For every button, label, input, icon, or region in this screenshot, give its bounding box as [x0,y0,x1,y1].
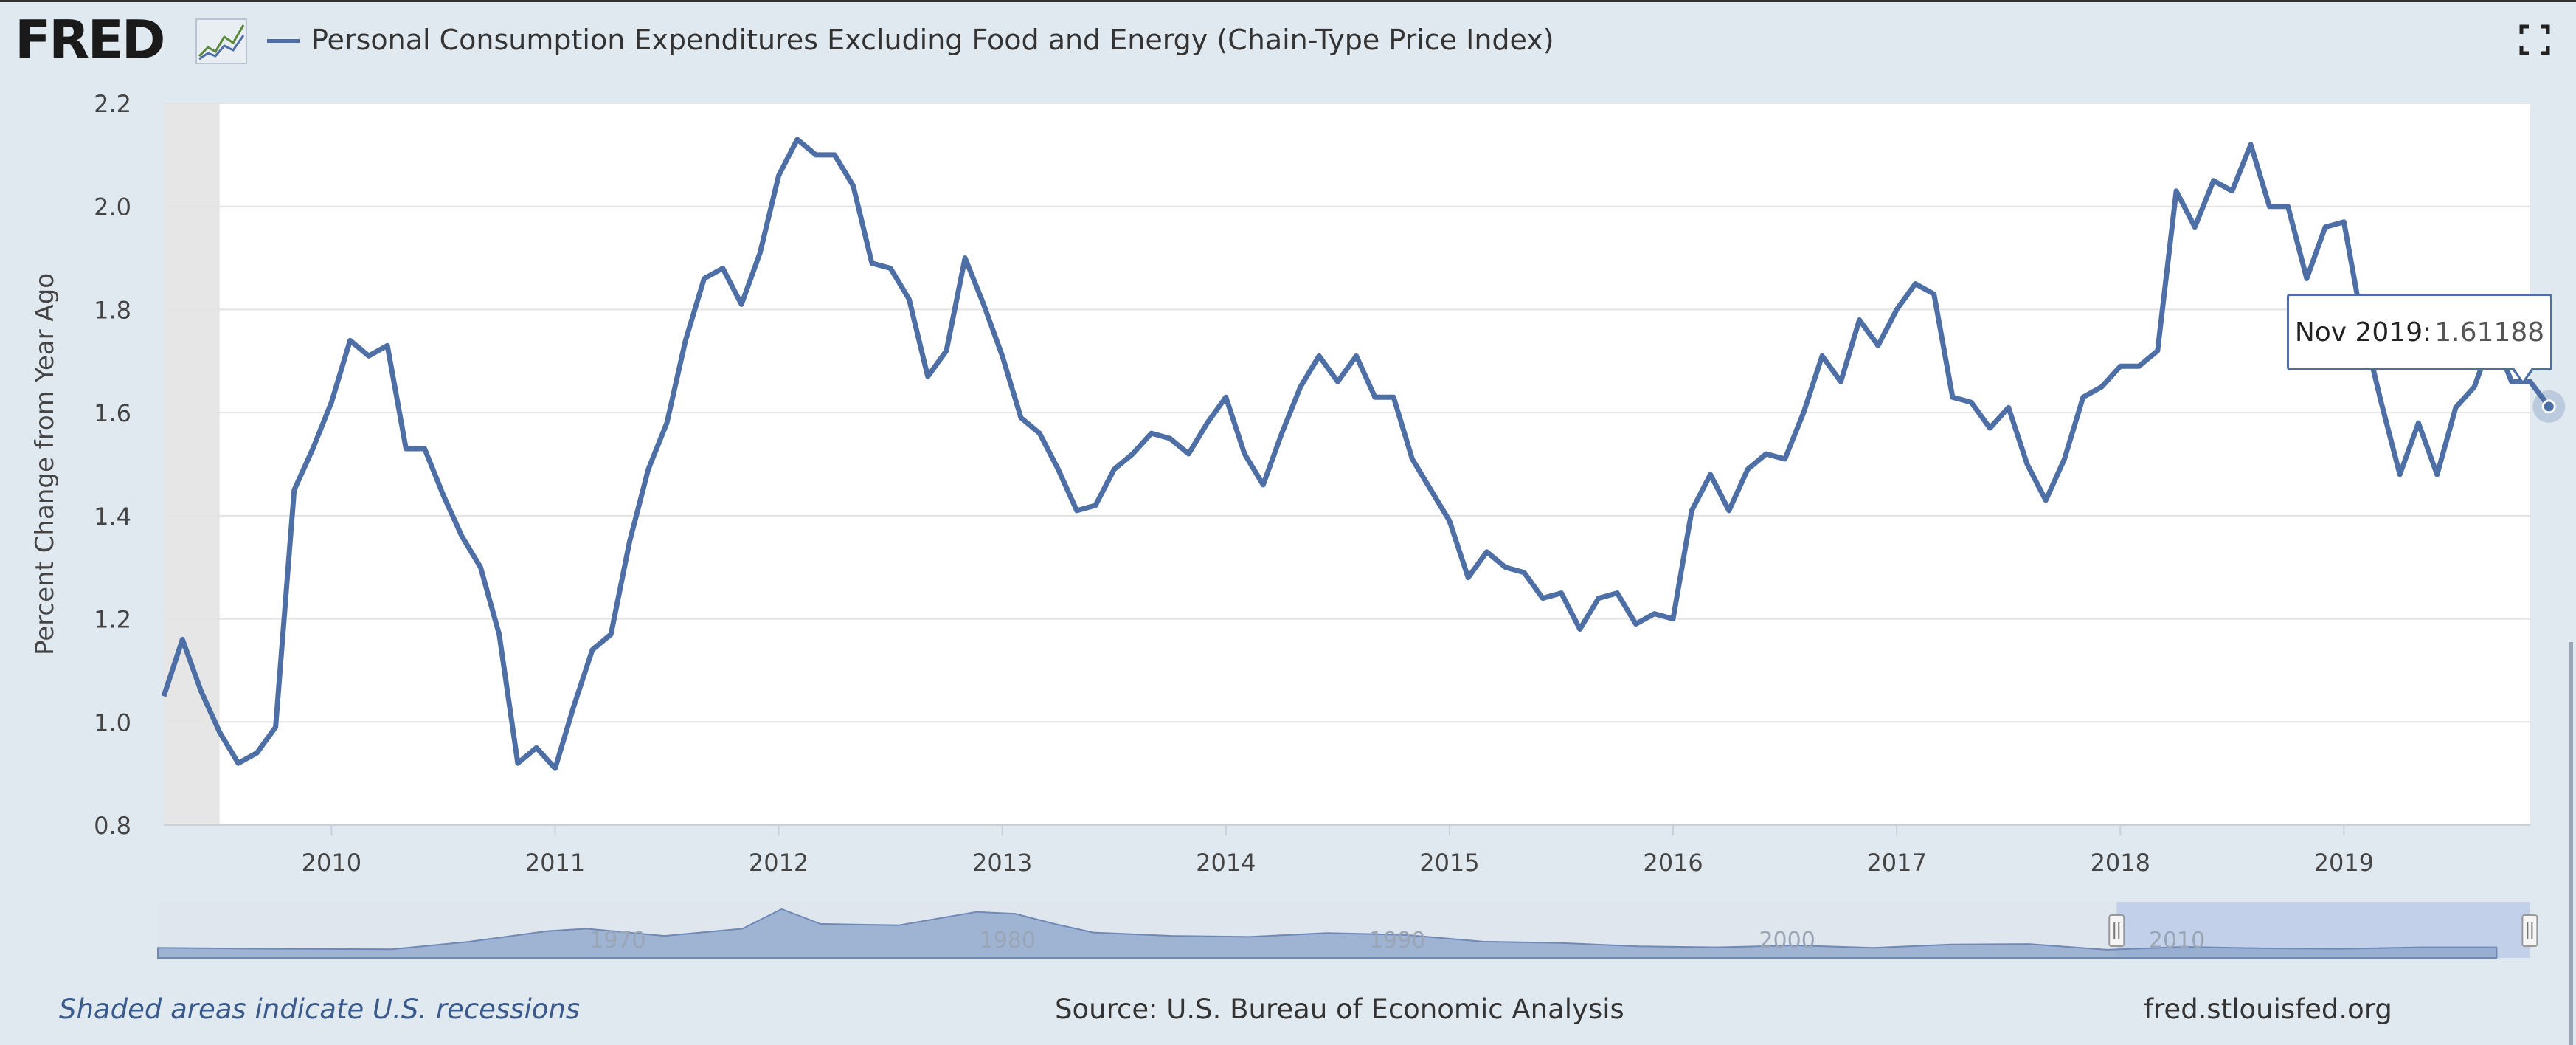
page-scrollbar[interactable] [2569,642,2573,1045]
highlight-point[interactable] [2541,399,2556,414]
navigator-series-area [157,908,2498,959]
y-tick-label: 0.8 [94,812,131,840]
y-tick-label: 1.4 [94,503,131,531]
x-tick-label: 2013 [972,849,1032,877]
navigator[interactable]: 1970 1980 1990 2000 2010 [157,642,2573,1045]
navigator-label: 1990 [1369,928,1425,953]
x-tick-label: 2012 [749,849,809,877]
y-tick-label: 2.2 [94,90,131,118]
navigator-label: 2000 [1759,928,1815,953]
navigator-label: 2010 [2149,928,2205,953]
fullscreen-icon[interactable] [2518,24,2551,56]
x-tick-label: 2017 [1866,849,1926,877]
recessions-note[interactable]: Shaded areas indicate U.S. recessions [59,993,581,1025]
y-axis: 0.8 1.0 1.2 1.4 1.6 1.8 2.0 2.2 [94,90,131,840]
tooltip-arrow-inner [2513,367,2532,381]
recession-shading [164,103,220,825]
chart-header: FRED Personal Consumption Expenditures E… [0,0,2576,81]
x-tick-label: 2011 [525,849,585,877]
x-tick-label: 2019 [2314,849,2374,877]
x-tick-label: 2018 [2091,849,2150,877]
site-link[interactable]: fred.stlouisfed.org [2144,993,2392,1025]
series-group [161,137,2552,771]
x-axis: 2010 2011 2012 2013 2014 2015 2016 2017 2018 2019 [302,825,2374,877]
highlight-group [2532,390,2566,423]
y-tick-label: 1.6 [94,399,131,427]
navigator-handle-left[interactable] [2108,914,2125,947]
y-axis-label: Percent Change from Year Ago [30,273,60,655]
legend-swatch [267,39,300,43]
window-top-border [0,0,2576,2]
y-tick-label: 1.2 [94,606,131,634]
x-tick-label: 2014 [1196,849,1256,877]
fred-logo[interactable]: FRED [15,9,166,71]
y-tick-label: 1.8 [94,296,131,324]
tooltip: Nov 2019: 1.61188 [2287,294,2552,370]
navigator-handle-right[interactable] [2521,914,2538,947]
plot-area [164,103,2530,825]
source-note: Source: U.S. Bureau of Economic Analysis [1055,993,1624,1025]
tooltip-value: 1.61188 [2434,317,2545,348]
y-tick-label: 1.0 [94,708,131,737]
x-tick-label: 2010 [302,849,361,877]
recession-band [164,103,220,825]
x-tick-label: 2016 [1643,849,1703,877]
navigator-label: 1970 [589,928,645,953]
chart-title: Personal Consumption Expenditures Exclud… [311,24,1554,56]
navigator-label: 1980 [980,928,1036,953]
line-chart-icon [195,18,247,64]
x-tick-label: 2015 [1419,849,1479,877]
y-tick-label: 2.0 [94,193,131,221]
series-line-pce-core[interactable] [161,137,2552,771]
tooltip-date: Nov 2019: [2294,317,2432,348]
grid-lines [164,103,2530,826]
